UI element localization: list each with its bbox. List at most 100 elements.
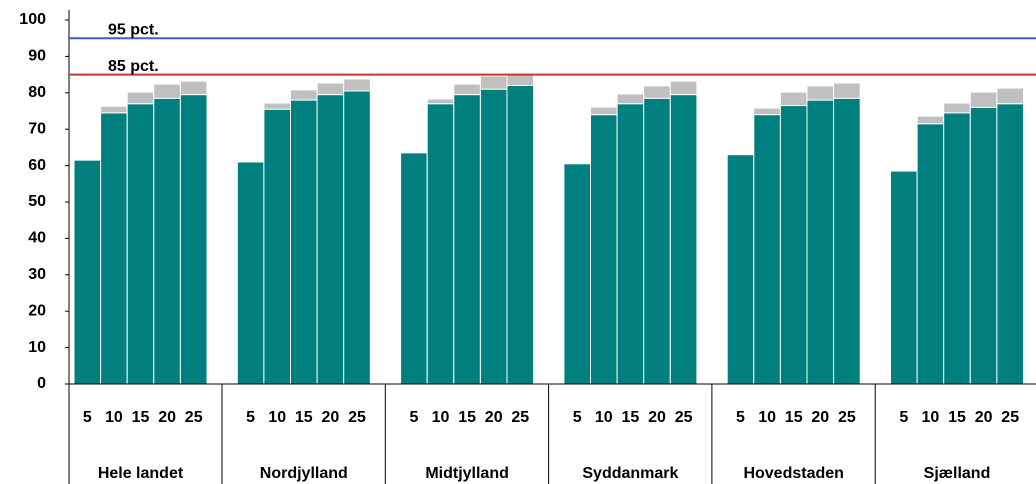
bar-segment bbox=[669, 94, 698, 385]
x-tick-label: 10 bbox=[268, 409, 286, 426]
y-tick-label: 70 bbox=[28, 120, 46, 137]
y-tick-label: 80 bbox=[28, 84, 46, 101]
bar-segment bbox=[969, 106, 998, 385]
x-tick-label: 20 bbox=[648, 409, 666, 426]
bar-segment bbox=[290, 99, 318, 385]
x-tick-label: 5 bbox=[409, 409, 418, 426]
bar-segment bbox=[316, 94, 345, 385]
x-tick-label: 25 bbox=[185, 409, 203, 426]
bar-segment bbox=[616, 103, 645, 385]
bar-segment bbox=[669, 80, 698, 96]
bar-segment bbox=[100, 105, 128, 114]
x-tick-label: 15 bbox=[132, 409, 150, 426]
x-tick-label: 15 bbox=[948, 409, 966, 426]
y-tick-label: 50 bbox=[28, 193, 46, 210]
bar-segment bbox=[426, 103, 455, 385]
y-tick-label: 40 bbox=[28, 230, 46, 247]
bar-segment bbox=[590, 114, 618, 385]
x-tick-label: 10 bbox=[758, 409, 776, 426]
x-tick-label: 10 bbox=[922, 409, 940, 426]
x-tick-label: 25 bbox=[1001, 409, 1019, 426]
bar-segment bbox=[400, 152, 428, 385]
bar-segment bbox=[236, 161, 265, 385]
bar-segment bbox=[806, 99, 835, 385]
bar-segment bbox=[563, 163, 592, 385]
group-label: Hovedstaden bbox=[743, 465, 843, 482]
bar-segment bbox=[643, 97, 671, 385]
x-tick-label: 5 bbox=[573, 409, 582, 426]
bar-segment bbox=[753, 114, 781, 385]
y-tick-label: 90 bbox=[28, 48, 46, 65]
reference-label: 85 pct. bbox=[108, 58, 159, 75]
bar-segment bbox=[753, 107, 781, 116]
x-tick-label: 15 bbox=[295, 409, 313, 426]
group-label: Midtjylland bbox=[425, 465, 509, 482]
bar-segment bbox=[996, 103, 1025, 385]
bar-segment bbox=[779, 91, 808, 107]
y-tick-label: 30 bbox=[28, 266, 46, 283]
bar-segment bbox=[479, 88, 508, 385]
bar-segment bbox=[916, 123, 945, 385]
group-label: Syddanmark bbox=[582, 465, 678, 482]
bar-segment bbox=[996, 87, 1025, 105]
bar-segment bbox=[643, 85, 671, 99]
group-label: Sjælland bbox=[924, 465, 991, 482]
bar-segment bbox=[890, 170, 918, 385]
x-tick-label: 25 bbox=[511, 409, 529, 426]
y-tick-label: 100 bbox=[19, 11, 46, 28]
bar-segment bbox=[426, 98, 455, 105]
x-tick-label: 5 bbox=[736, 409, 745, 426]
x-tick-label: 10 bbox=[432, 409, 450, 426]
bar-segment bbox=[126, 91, 155, 105]
bar-segment bbox=[833, 97, 861, 385]
x-tick-label: 5 bbox=[246, 409, 255, 426]
bar-segment bbox=[506, 72, 535, 87]
bar-segment bbox=[179, 94, 208, 385]
x-tick-label: 5 bbox=[83, 409, 92, 426]
bar-segment bbox=[833, 82, 861, 99]
x-tick-label: 25 bbox=[838, 409, 856, 426]
bar-segment bbox=[290, 89, 318, 101]
bar-segment bbox=[100, 112, 128, 385]
group-label: Nordjylland bbox=[260, 465, 348, 482]
x-tick-label: 15 bbox=[622, 409, 640, 426]
bar-segment bbox=[73, 159, 102, 385]
x-tick-label: 20 bbox=[811, 409, 829, 426]
x-tick-label: 20 bbox=[322, 409, 340, 426]
x-tick-label: 25 bbox=[675, 409, 693, 426]
bar-segment bbox=[506, 85, 535, 385]
x-tick-label: 20 bbox=[485, 409, 503, 426]
x-tick-label: 20 bbox=[975, 409, 993, 426]
bar-segment bbox=[343, 78, 371, 92]
group-label: Hele landet bbox=[98, 465, 184, 482]
bar-segment bbox=[943, 112, 971, 385]
bar-segment bbox=[316, 82, 345, 96]
bar-segment bbox=[806, 85, 835, 101]
bar-segment bbox=[943, 102, 971, 114]
bar-segment bbox=[343, 90, 371, 385]
bar-segment bbox=[153, 97, 181, 385]
reference-label: 95 pct. bbox=[108, 21, 159, 38]
bar-segment bbox=[479, 75, 508, 90]
y-tick-label: 0 bbox=[37, 375, 46, 392]
bar-segment bbox=[263, 102, 291, 110]
y-tick-label: 20 bbox=[28, 302, 46, 319]
x-tick-label: 5 bbox=[899, 409, 908, 426]
bar-segment bbox=[453, 94, 481, 385]
bar-segment bbox=[916, 115, 945, 125]
bar-segment bbox=[153, 83, 181, 99]
x-tick-label: 15 bbox=[458, 409, 476, 426]
x-tick-label: 20 bbox=[158, 409, 176, 426]
bar-segment bbox=[453, 83, 481, 96]
x-tick-label: 10 bbox=[595, 409, 613, 426]
bar-segment bbox=[126, 103, 155, 385]
bar-segment bbox=[616, 93, 645, 105]
bar-segment bbox=[179, 80, 208, 96]
bar-segment bbox=[969, 91, 998, 108]
bar-segment bbox=[590, 106, 618, 116]
x-tick-label: 10 bbox=[105, 409, 123, 426]
bar-segment bbox=[726, 154, 755, 385]
y-tick-label: 10 bbox=[28, 339, 46, 356]
x-tick-label: 25 bbox=[348, 409, 366, 426]
